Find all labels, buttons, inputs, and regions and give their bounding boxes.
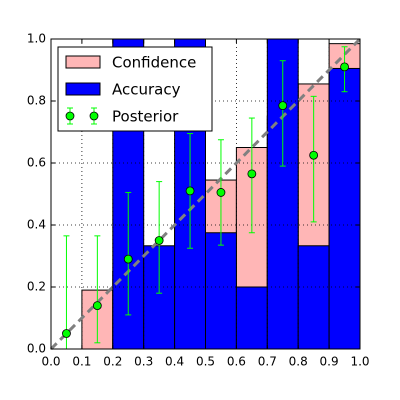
legend-label: Posterior (112, 108, 179, 126)
x-tick-label: 0.8 (289, 355, 308, 369)
y-tick-label: 0.0 (27, 342, 46, 356)
x-tick-label: 0.9 (320, 355, 339, 369)
y-tick-label: 0.4 (27, 218, 46, 232)
point (123, 254, 133, 264)
x-tick-label: 1.0 (350, 355, 369, 369)
x-tick-label: 0.1 (72, 355, 91, 369)
point (216, 188, 226, 197)
bar (328, 67, 361, 350)
error-bar (279, 60, 286, 167)
point (185, 186, 195, 196)
bar (205, 232, 237, 350)
point (92, 301, 102, 311)
legend-swatch (65, 55, 101, 69)
y-tick-label: 0.8 (27, 94, 46, 108)
x-tick-label: 0.0 (41, 355, 60, 369)
y-tick-label: 0.6 (27, 156, 46, 170)
error-bar (125, 191, 132, 316)
x-tick-label: 0.3 (134, 355, 153, 369)
x-tick-label: 0.2 (103, 355, 122, 369)
x-tick-label: 0.4 (165, 355, 184, 369)
legend: Confidence Accuracy Posterior (57, 46, 213, 132)
point (309, 150, 319, 160)
point (278, 101, 288, 111)
y-tick-label: 1.0 (27, 32, 46, 46)
point (247, 169, 257, 179)
legend-marker (65, 111, 75, 121)
y-tick-label: 0.2 (27, 280, 46, 294)
legend-marker (89, 111, 99, 121)
error-bar (94, 235, 101, 344)
point (62, 329, 71, 338)
point (154, 236, 164, 245)
legend-label: Confidence (112, 54, 196, 72)
legend-swatch (65, 82, 101, 96)
diagonal (49, 37, 362, 351)
bar (235, 286, 268, 350)
x-tick-label: 0.7 (258, 355, 277, 369)
x-tick-label: 0.5 (196, 355, 215, 369)
x-tick-label: 0.6 (227, 355, 246, 369)
legend-label: Accuracy (112, 81, 181, 99)
point (340, 62, 349, 72)
bar (297, 245, 330, 350)
